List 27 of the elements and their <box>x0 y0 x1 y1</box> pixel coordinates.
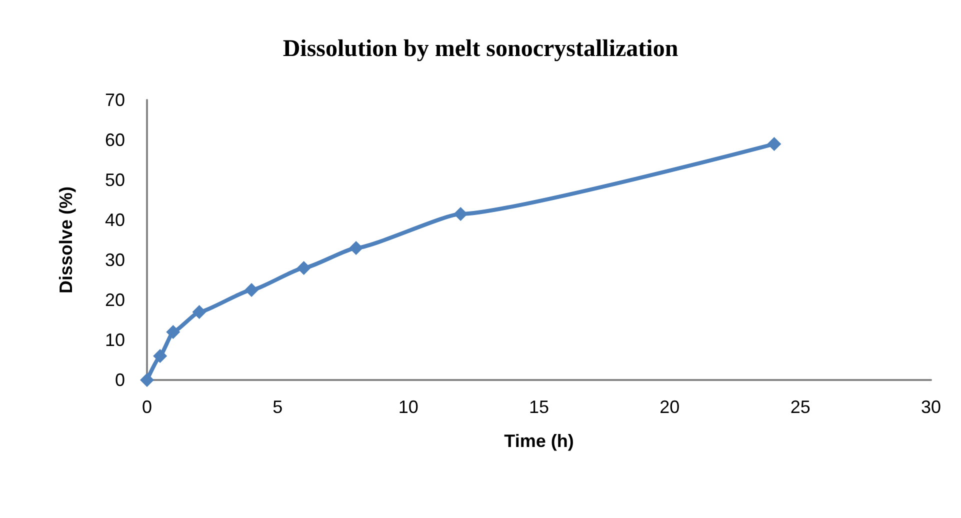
point <box>153 349 168 363</box>
point <box>454 207 468 221</box>
x-tick-label: 15 <box>528 397 550 417</box>
point <box>192 305 206 319</box>
x-axis-title: Time (h) <box>504 431 574 451</box>
y-tick-label: 0 <box>114 370 125 390</box>
x-tick-label: 20 <box>660 397 680 417</box>
y-tick-label: 30 <box>104 250 125 270</box>
y-tick-label: 60 <box>104 130 125 150</box>
y-tick-label: 10 <box>104 330 125 350</box>
point <box>296 261 311 275</box>
y-tick-label: 70 <box>104 90 125 110</box>
y-tick-label: 40 <box>104 210 125 230</box>
y-axis-title: Dissolve (%) <box>56 186 76 294</box>
x-tick-label: 10 <box>398 397 418 417</box>
chart-title: Dissolution by melt sonocrystallization <box>282 36 678 62</box>
point <box>767 137 782 151</box>
y-tick-label: 20 <box>104 290 125 310</box>
point <box>349 241 364 255</box>
y-tick-label: 50 <box>104 170 125 190</box>
x-tick-label: 25 <box>790 397 810 417</box>
x-tick-label: 5 <box>272 397 283 417</box>
point <box>166 325 180 339</box>
point <box>244 283 259 297</box>
x-tick-label: 30 <box>920 397 942 417</box>
x-tick-label: 0 <box>142 397 152 417</box>
point <box>140 373 154 387</box>
